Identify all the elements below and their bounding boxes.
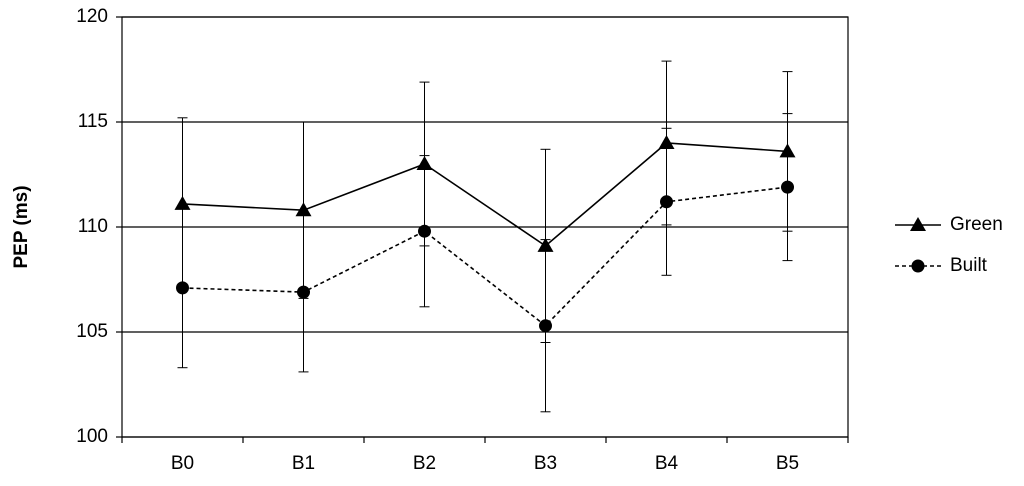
legend-label: Built: [950, 255, 988, 276]
x-tick-label: B3: [534, 453, 557, 474]
y-tick-label: 105: [76, 321, 108, 342]
x-tick-label: B1: [292, 453, 315, 474]
y-axis-label: PEP (ms): [11, 185, 32, 268]
y-tick-label: 115: [78, 111, 108, 132]
x-tick-label: B2: [413, 453, 436, 474]
y-tick-label: 120: [76, 6, 108, 27]
legend-marker: [911, 259, 925, 273]
x-tick-label: B5: [776, 453, 799, 474]
x-tick-label: B4: [655, 453, 679, 474]
data-point: [297, 285, 310, 299]
y-tick-label: 110: [78, 216, 108, 237]
data-point: [174, 195, 191, 210]
series-line: [182, 142, 788, 247]
y-tick-label: 100: [76, 426, 108, 447]
data-point: [781, 180, 794, 194]
data-point: [418, 224, 431, 238]
legend-label: Green: [950, 214, 1003, 235]
data-point: [539, 319, 552, 333]
data-point: [660, 195, 673, 209]
x-tick-label: B0: [171, 453, 194, 474]
series-line: [182, 186, 788, 327]
legend-marker: [910, 217, 926, 231]
data-point: [176, 281, 189, 295]
